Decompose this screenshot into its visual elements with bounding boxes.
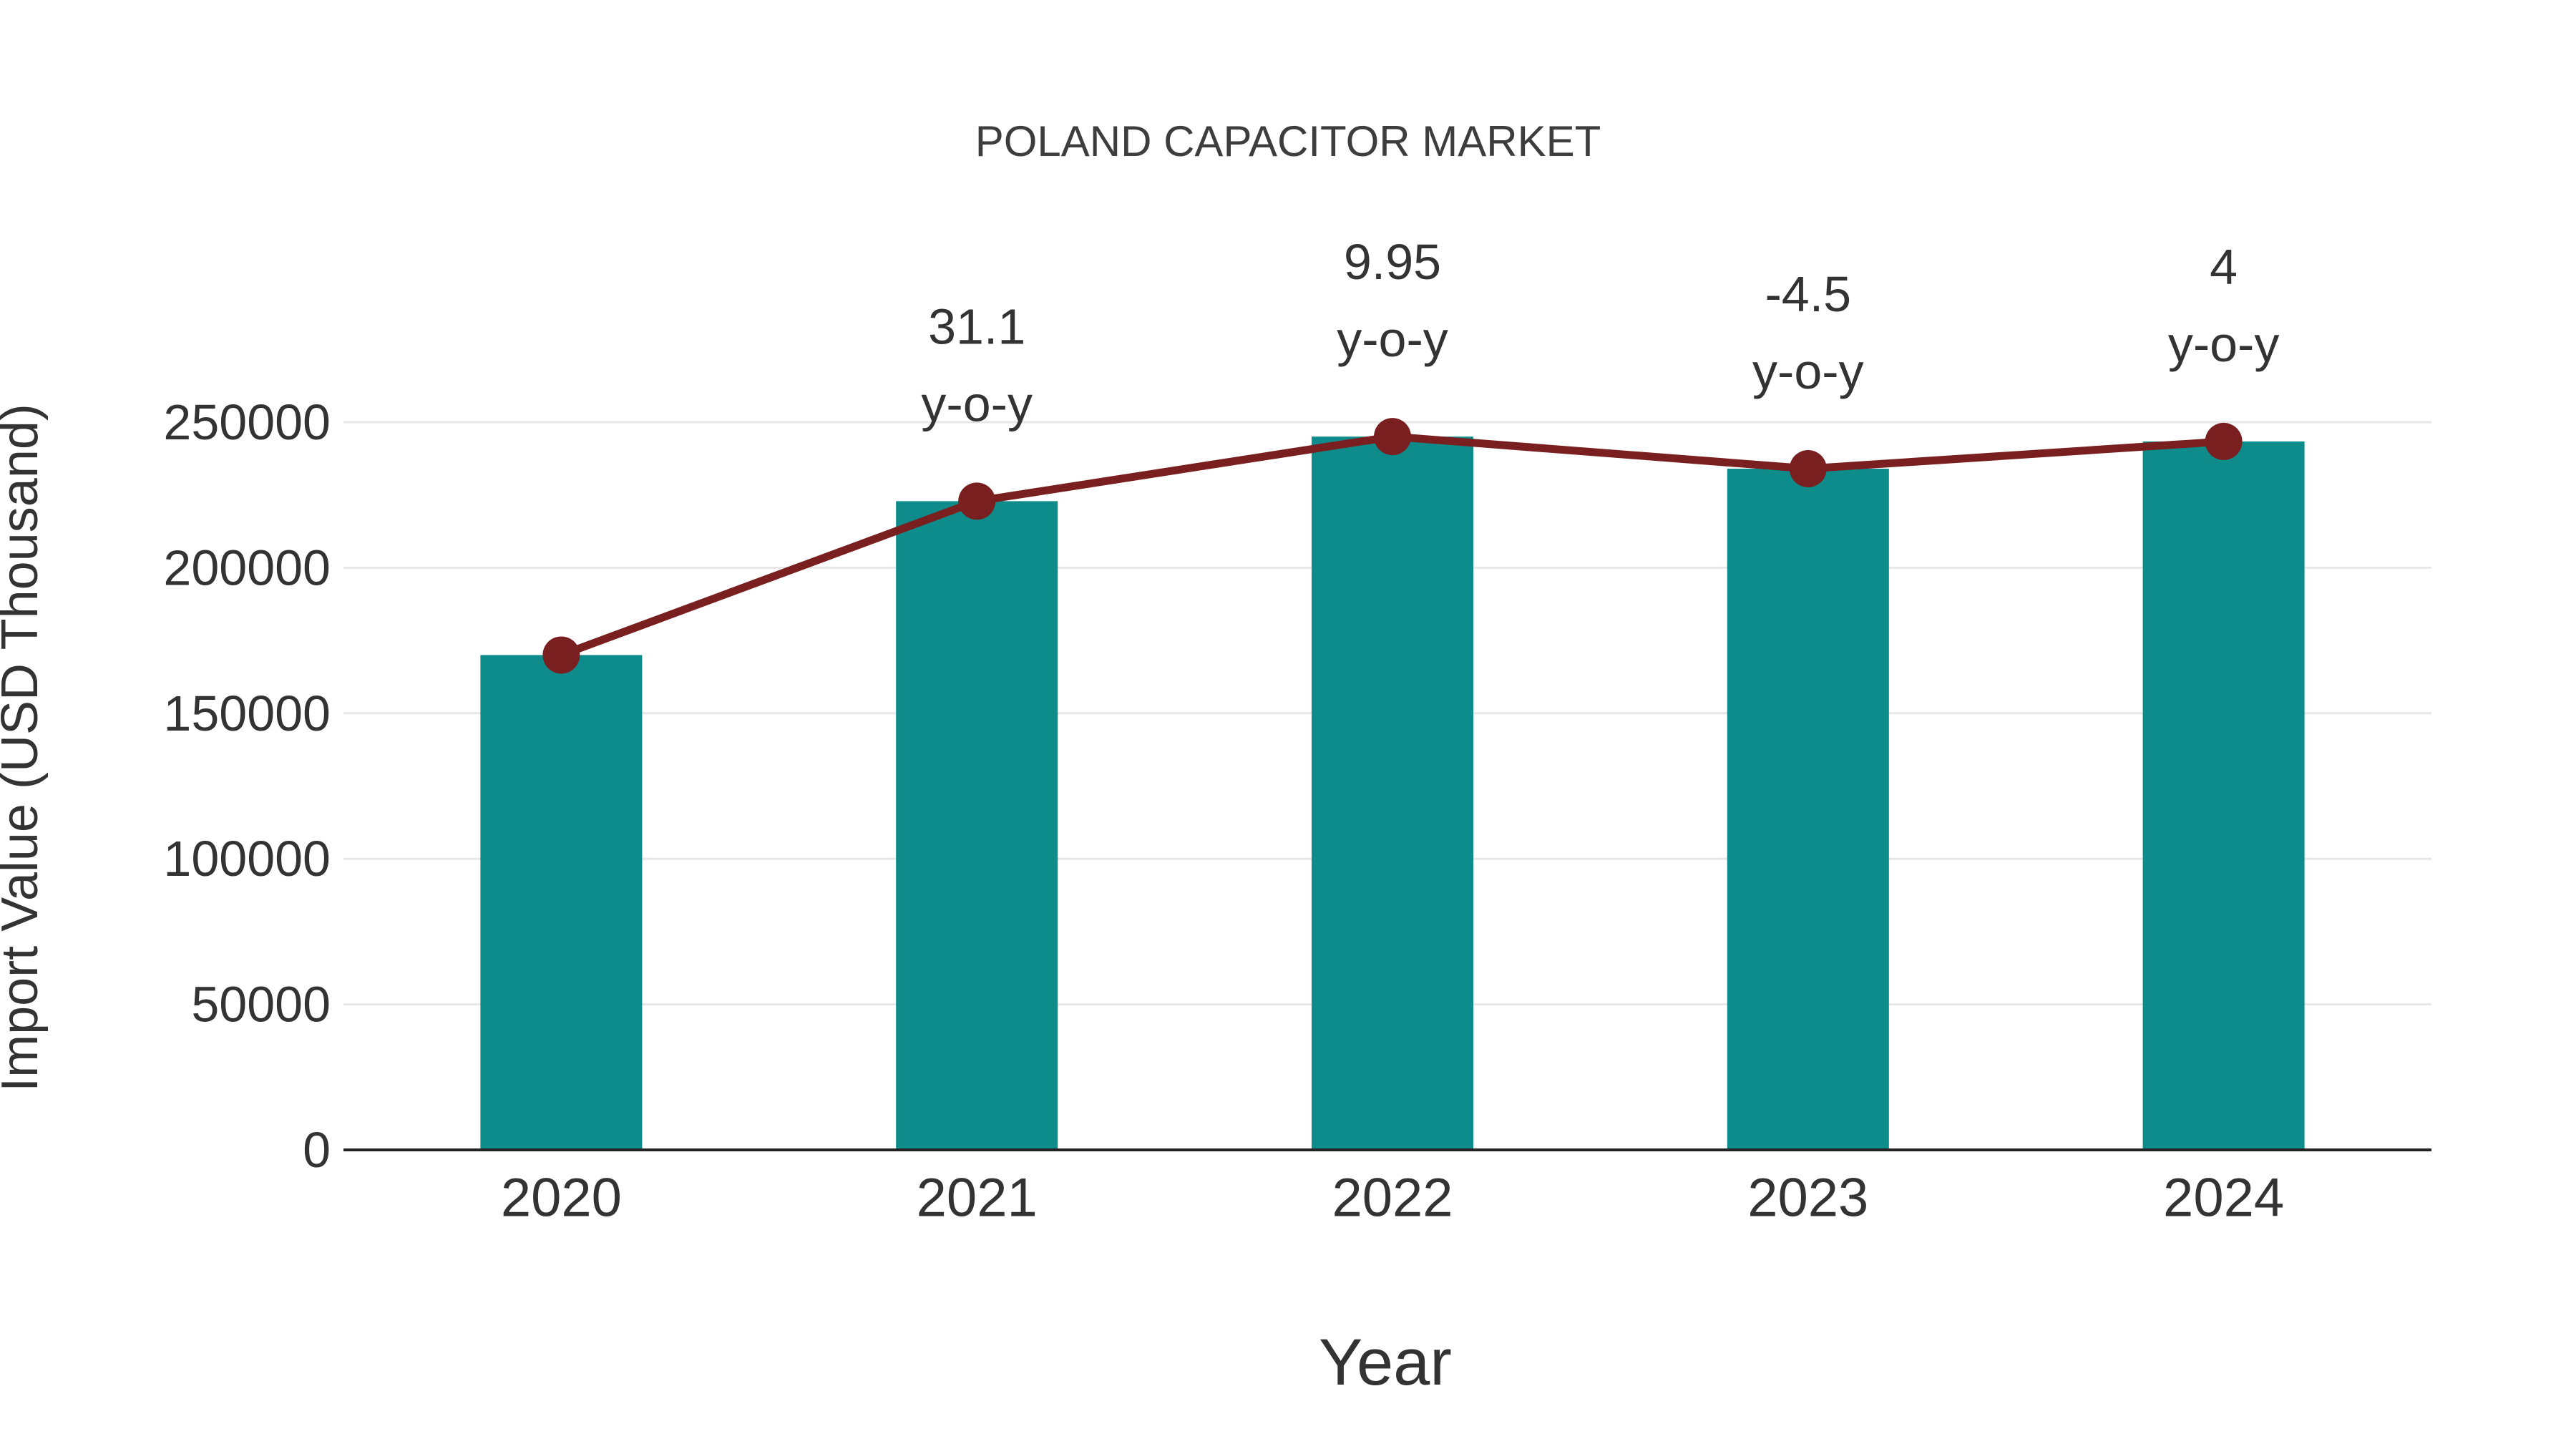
annotation-value-2022: 9.95 — [1344, 234, 1441, 290]
annotation-yoy-2024: y-o-y — [2168, 316, 2280, 372]
trend-marker-2021 — [958, 482, 996, 520]
x-tick-label-2022: 2022 — [1332, 1167, 1453, 1228]
trend-marker-2022 — [1374, 418, 1411, 456]
y-tick-label-0: 0 — [303, 1122, 331, 1178]
annotation-value-2024: 4 — [2210, 239, 2238, 295]
y-tick-label-50000: 50000 — [191, 977, 331, 1033]
chart-title: POLAND CAPACITOR MARKET — [975, 117, 1601, 165]
bar-2024 — [2142, 441, 2305, 1150]
annotation-value-2021: 31.1 — [928, 298, 1025, 354]
annotation-yoy-2021: y-o-y — [921, 376, 1033, 431]
bar-2021 — [896, 501, 1058, 1150]
x-tick-label-2020: 2020 — [501, 1167, 622, 1228]
x-axis-label: Year — [1319, 1326, 1452, 1399]
annotation-yoy-2022: y-o-y — [1337, 311, 1448, 367]
bar-2023 — [1727, 469, 1889, 1150]
x-tick-label-2021: 2021 — [917, 1167, 1038, 1228]
annotation-yoy-2023: y-o-y — [1752, 343, 1864, 399]
bar-2020 — [480, 655, 643, 1150]
y-tick-label-100000: 100000 — [163, 831, 331, 887]
y-tick-label-150000: 150000 — [163, 686, 331, 741]
tick-labels-layer: 0 50000 100000 150000 200000 250000 2020 2021 20… — [163, 394, 2284, 1228]
y-tick-label-250000: 250000 — [163, 394, 331, 450]
y-axis-label: Import Value (USD Thousand) — [0, 404, 49, 1092]
bar-2022 — [1312, 436, 1473, 1150]
x-tick-label-2023: 2023 — [1747, 1167, 1868, 1228]
trend-marker-2020 — [542, 636, 580, 674]
y-tick-label-200000: 200000 — [163, 540, 331, 595]
annotations-layer: 31.1 y-o-y 9.95 y-o-y -4.5 y-o-y 4 y-o-y — [921, 234, 2279, 431]
bars-layer — [480, 436, 2305, 1150]
trend-marker-2023 — [1789, 450, 1827, 488]
trend-line-layer — [542, 418, 2243, 674]
trend-marker-2024 — [2205, 422, 2243, 460]
annotation-value-2023: -4.5 — [1765, 266, 1851, 322]
x-tick-label-2024: 2024 — [2163, 1167, 2284, 1228]
